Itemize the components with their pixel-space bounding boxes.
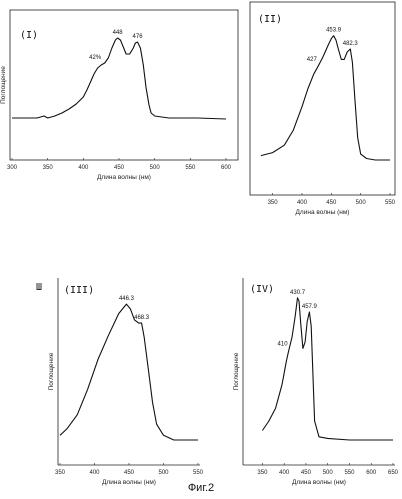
p3-peak-label: 446.3 [119, 296, 135, 302]
p3-x-tick-label: 400 [89, 470, 100, 476]
p1-x-tick-label: 450 [114, 165, 125, 171]
p4-x-axis-label: Длина волны (нм) [292, 479, 346, 486]
p1-peak-label: 448 [113, 30, 124, 36]
p2-peak-label: 427 [307, 57, 318, 63]
p2-frame [249, 1, 396, 196]
panel-i-chart: 300 350 400 450 500 550 600 Длина волны (нм) Пог… [0, 9, 239, 181]
p3-peak-label: 468.3 [134, 315, 150, 321]
p3-x-tick-label: 550 [193, 470, 204, 476]
p3-x-tick-label: 350 [55, 470, 66, 476]
p4-x-tick-label: 350 [257, 470, 268, 476]
p4-panel-label: (IV) [250, 284, 274, 295]
p1-peak-label: 476 [133, 34, 144, 40]
p3-side-mark: Ш [36, 282, 42, 293]
p2-x-tick-label: 500 [356, 200, 367, 206]
p2-panel-label: (II) [258, 14, 282, 25]
p4-x-tick-label: 600 [366, 470, 377, 476]
p4-peak-label: 457.9 [302, 304, 318, 310]
p2-peak-label: 482.3 [343, 41, 359, 47]
p4-x-tick-label: 650 [388, 470, 399, 476]
p2-spectrum-line [260, 35, 390, 161]
p4-x-tick-label: 400 [279, 470, 290, 476]
p4-x-tick-label: 450 [301, 470, 312, 476]
p3-y-axis-label: Поглощение [48, 352, 55, 390]
p1-x-tick-label: 350 [43, 165, 54, 171]
p1-x-tick-label: 550 [185, 165, 196, 171]
p3-spectrum-line [59, 303, 198, 441]
p2-x-tick-label: 450 [326, 200, 337, 206]
p1-x-tick-label: 500 [150, 165, 161, 171]
panel-ii-chart: 350 400 450 500 550 Длина волны (нм) (II) 427 45… [249, 1, 396, 216]
p3-x-tick-label: 500 [158, 470, 169, 476]
p4-peak-label: 410 [278, 342, 289, 348]
p4-spectrum-line [261, 297, 393, 441]
p4-x-tick-label: 500 [323, 470, 334, 476]
p1-panel-label: (I) [20, 30, 38, 41]
p1-peak-label: 42% [89, 55, 102, 61]
p1-spectrum-line [12, 37, 227, 120]
p2-x-tick-label: 400 [297, 200, 308, 206]
p4-peak-label: 430.7 [290, 290, 306, 296]
p1-y-axis-label: Поглощение [0, 66, 7, 104]
p1-x-axis-label: Длина волны (нм) [97, 174, 151, 181]
p1-frame [9, 9, 239, 161]
p3-panel-label: (III) [64, 285, 94, 296]
p1-x-tick-label: 600 [221, 165, 232, 171]
panel-iii-chart: 350 400 450 500 550 Длина волны (нм) Поглощени… [36, 278, 204, 486]
p2-x-tick-label: 550 [385, 200, 396, 206]
p2-x-tick-label: 350 [268, 200, 279, 206]
p3-x-tick-label: 450 [124, 470, 135, 476]
figure-caption: Фиг.2 [187, 482, 215, 494]
p3-x-axis-label: Длина волны (нм) [102, 479, 156, 486]
p2-peak-label: 453.9 [326, 28, 342, 34]
panel-iv-chart: 350 400 450 500 550 600 650 Длина волны (нм) Пог… [233, 278, 399, 486]
p1-x-tick-label: 400 [78, 165, 89, 171]
p4-y-axis-label: Поглощение [233, 352, 240, 390]
p1-x-tick-label: 300 [7, 165, 18, 171]
p2-x-axis-label: Длина волны (нм) [296, 209, 350, 216]
p4-x-tick-label: 550 [344, 470, 355, 476]
